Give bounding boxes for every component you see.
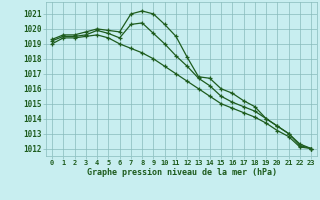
X-axis label: Graphe pression niveau de la mer (hPa): Graphe pression niveau de la mer (hPa)	[87, 168, 276, 177]
